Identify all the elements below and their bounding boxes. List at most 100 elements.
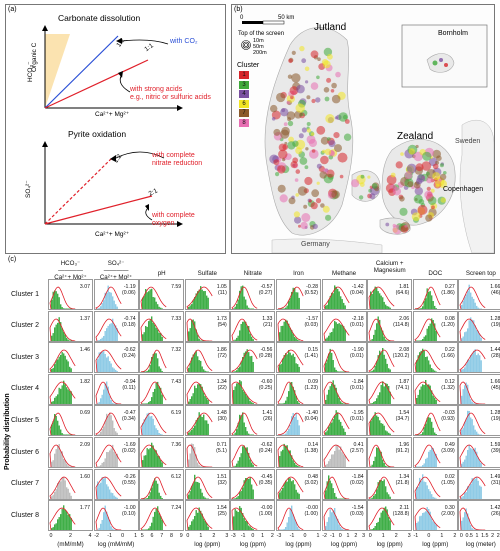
histogram-bar	[105, 511, 107, 531]
histogram-bar	[329, 423, 331, 436]
cluster-swatch-7: 7	[239, 109, 249, 117]
histogram	[140, 506, 167, 531]
histogram-bar	[146, 403, 149, 404]
histogram-bar	[333, 492, 335, 499]
organic-c-shade	[45, 34, 70, 108]
cluster-swatch-1: 1	[239, 71, 249, 79]
well-marker	[392, 187, 402, 196]
histogram-bar	[426, 484, 428, 499]
histogram-bar	[51, 369, 53, 373]
well-marker	[411, 212, 421, 221]
median-value: -2.18 (0.01)	[350, 315, 364, 328]
histogram-bar	[202, 518, 205, 531]
distribution-cell: 1.66 (45)	[458, 373, 500, 405]
histogram-bar	[193, 474, 196, 499]
histogram-bar	[286, 305, 288, 309]
histogram-bar	[417, 434, 419, 436]
histogram-bar	[55, 324, 57, 341]
histogram-bar	[424, 423, 427, 436]
histogram-bar	[329, 458, 331, 467]
histogram-bar	[99, 432, 101, 436]
well-marker	[295, 169, 301, 174]
well-marker	[311, 149, 316, 153]
tick-label: 1.5	[481, 532, 489, 539]
histogram-bar	[96, 480, 98, 499]
histogram-bar	[333, 508, 335, 531]
histogram-bar	[52, 494, 54, 499]
histogram-bar	[297, 339, 299, 341]
median-value: -0.74 (0.18)	[122, 315, 136, 328]
distribution-cell: -0.62 (0.24)	[93, 342, 139, 374]
histogram-bar	[240, 508, 243, 531]
histogram-bar	[108, 412, 110, 436]
histogram-bar	[468, 393, 471, 404]
histogram-bar	[58, 517, 60, 531]
column-header: Methane	[332, 270, 357, 277]
median-value: 6.12	[171, 473, 182, 480]
histogram-bar	[240, 453, 243, 467]
histogram-bar	[116, 433, 118, 436]
histogram-bar	[461, 395, 463, 404]
histogram-bar	[107, 386, 109, 404]
histogram-bar	[385, 465, 387, 467]
ratio-p12-line	[44, 157, 113, 225]
histogram	[414, 444, 441, 467]
histogram-bar	[245, 427, 247, 436]
histogram-bar	[66, 434, 68, 436]
histogram-bar	[105, 357, 107, 373]
well-marker	[439, 173, 447, 181]
histogram-bar	[429, 418, 431, 436]
histogram-bar	[329, 480, 331, 499]
histogram-bar	[474, 529, 477, 531]
histogram-bar	[476, 355, 478, 373]
column-header: HCO₃⁻ ———— Ca²⁺+ Mg²⁺	[54, 260, 87, 281]
well-marker	[294, 216, 302, 224]
histogram-bar	[248, 433, 250, 436]
histogram-bar	[107, 486, 109, 499]
histogram-bar	[279, 492, 281, 499]
well-marker	[326, 137, 331, 141]
histogram-bar	[237, 423, 240, 436]
pyrite-title: Pyrite oxidation	[68, 129, 127, 139]
histogram-bar	[145, 455, 147, 467]
histogram-bar	[69, 466, 71, 467]
histogram	[414, 473, 441, 499]
histogram-bar	[380, 423, 383, 436]
histogram	[95, 349, 122, 373]
histogram-bar	[151, 357, 153, 373]
histogram-bar	[433, 370, 436, 373]
histogram-bar	[470, 483, 472, 499]
tick-label: -1	[107, 532, 112, 539]
histogram-bar	[468, 485, 471, 499]
histogram	[49, 380, 76, 404]
median-value: 1.77	[79, 505, 90, 512]
histogram-bar	[423, 427, 425, 436]
histogram-bar	[295, 292, 297, 309]
histogram-bar	[196, 462, 199, 467]
histogram-bar	[58, 425, 60, 436]
distribution-cell: -0.28 (0.52)	[276, 279, 321, 310]
histogram-bar	[432, 395, 434, 404]
histogram-bar	[477, 434, 480, 436]
histogram-bar	[462, 495, 465, 499]
histogram-bar	[245, 299, 247, 309]
histogram-bar	[465, 363, 468, 373]
axis-label: log (ppm)	[331, 540, 358, 548]
histogram-bar	[55, 291, 57, 309]
histogram-bar	[285, 319, 287, 341]
histogram-bar	[111, 402, 113, 404]
histogram-bar	[61, 451, 63, 467]
histogram-bar	[110, 526, 112, 531]
histogram-bar	[152, 445, 155, 467]
histogram-bar	[477, 353, 480, 373]
histogram-bar	[248, 397, 250, 404]
histogram-bar	[243, 518, 246, 531]
histogram-bar	[66, 386, 68, 404]
histogram-bar	[470, 447, 472, 467]
well-marker	[306, 122, 311, 126]
histogram-bar	[295, 395, 297, 404]
well-marker	[430, 188, 435, 193]
well-marker	[435, 183, 440, 188]
histogram-bar	[417, 394, 419, 404]
histogram-bar	[104, 330, 106, 341]
